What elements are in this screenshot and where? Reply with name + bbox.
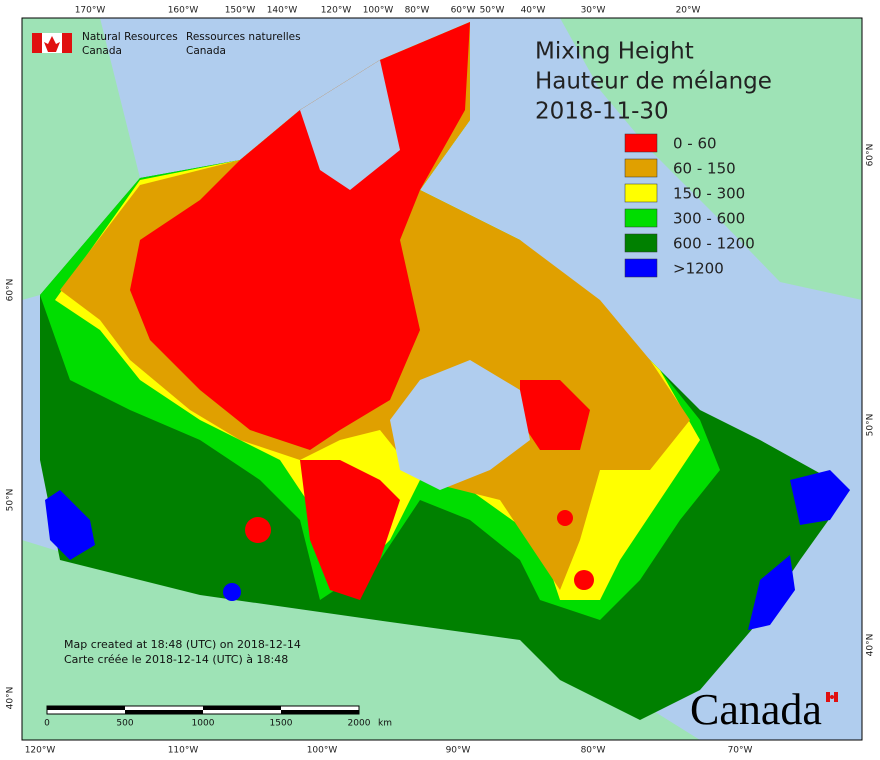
graticule-label: 60°N (866, 144, 876, 167)
title: Hauteur de mélange (535, 69, 772, 95)
graticule-label: 110°W (168, 746, 199, 756)
graticule-label: 40°N (866, 634, 876, 657)
graticule-label: 50°N (866, 414, 876, 437)
agency-en: Canada (82, 45, 122, 57)
scale-seg (47, 706, 125, 710)
legend-swatch (624, 258, 658, 278)
flag-bar (62, 33, 72, 53)
legend-label: 300 - 600 (673, 210, 745, 228)
scale-label: 500 (116, 719, 133, 729)
title: Mixing Height (535, 39, 694, 65)
flag-bar (826, 692, 830, 702)
wordmark-flag (826, 692, 838, 702)
graticule-label: 30°W (581, 6, 606, 16)
flag-leaf (830, 695, 834, 699)
graticule-label: 80°W (581, 746, 606, 756)
legend-swatch (624, 208, 658, 228)
land-other (22, 18, 862, 740)
flag-bar (834, 692, 838, 702)
graticule-label: 60°W (451, 6, 476, 16)
scale-seg (281, 710, 359, 714)
zone-gt-1200-d (223, 583, 241, 601)
graticule-label: 90°W (446, 746, 471, 756)
graticule-label: 50°N (6, 489, 16, 512)
greenland (560, 18, 862, 300)
graticule-label: 120°W (25, 746, 56, 756)
zone-0-60-d (574, 570, 594, 590)
credit: Map created at 18:48 (UTC) on 2018-12-14 (64, 638, 301, 651)
legend-swatch (624, 133, 658, 153)
graticule-label: 50°W (480, 6, 505, 16)
graticule-label: 20°W (676, 6, 701, 16)
graticule-label: 150°W (225, 6, 256, 16)
graticule-label: 140°W (267, 6, 298, 16)
graticule-label: 170°W (75, 6, 106, 16)
legend-swatch (624, 158, 658, 178)
credit: Carte créée le 2018-12-14 (UTC) à 18:48 (64, 653, 288, 666)
zone-gt-1200 (45, 490, 95, 560)
graticule-label: 40°N (6, 687, 16, 710)
title: 2018-11-30 (535, 99, 669, 125)
zone-gt-1200-c (748, 555, 795, 630)
hudson-bay (390, 360, 530, 490)
graticule-label: 160°W (168, 6, 199, 16)
wordmark: Canada (690, 685, 822, 734)
nrcan-flag (32, 33, 72, 53)
alaska (22, 18, 140, 300)
map-frame (21, 17, 863, 741)
scale-bar (46, 705, 360, 715)
scale-unit: km (378, 719, 392, 729)
flag-leaf (44, 36, 60, 52)
legend-swatch (624, 233, 658, 253)
zone-gt-1200-b (790, 470, 850, 525)
graticule-label: 70°W (728, 746, 753, 756)
scale-label: 2000 (348, 719, 371, 729)
agency-en: Natural Resources (82, 31, 178, 43)
zone-0-60-b (300, 460, 400, 600)
graticule-label: 60°N (6, 279, 16, 302)
graticule-label: 40°W (521, 6, 546, 16)
scale-label: 1500 (270, 719, 293, 729)
united-states (22, 540, 700, 740)
graticule-label: 120°W (321, 6, 352, 16)
zone-0-60-c (520, 380, 590, 450)
scale-seg (203, 706, 281, 710)
graticule-label: 80°W (405, 6, 430, 16)
flag-bar (32, 33, 42, 53)
legend-label: 150 - 300 (673, 185, 745, 203)
legend-label: 0 - 60 (673, 135, 717, 153)
graticule-label: 100°W (307, 746, 338, 756)
agency-fr: Ressources naturelles (186, 31, 301, 43)
legend-label: >1200 (673, 260, 724, 278)
scale-seg (125, 710, 203, 714)
scale-label: 1000 (192, 719, 215, 729)
zone-0-60-f (245, 517, 271, 543)
legend-label: 600 - 1200 (673, 235, 755, 253)
graticule-label: 100°W (363, 6, 394, 16)
arctic-channel (300, 60, 400, 190)
agency-fr: Canada (186, 45, 226, 57)
scale-label: 0 (44, 719, 50, 729)
legend-swatch (624, 183, 658, 203)
legend-label: 60 - 150 (673, 160, 736, 178)
zone-0-60-e (557, 510, 573, 526)
